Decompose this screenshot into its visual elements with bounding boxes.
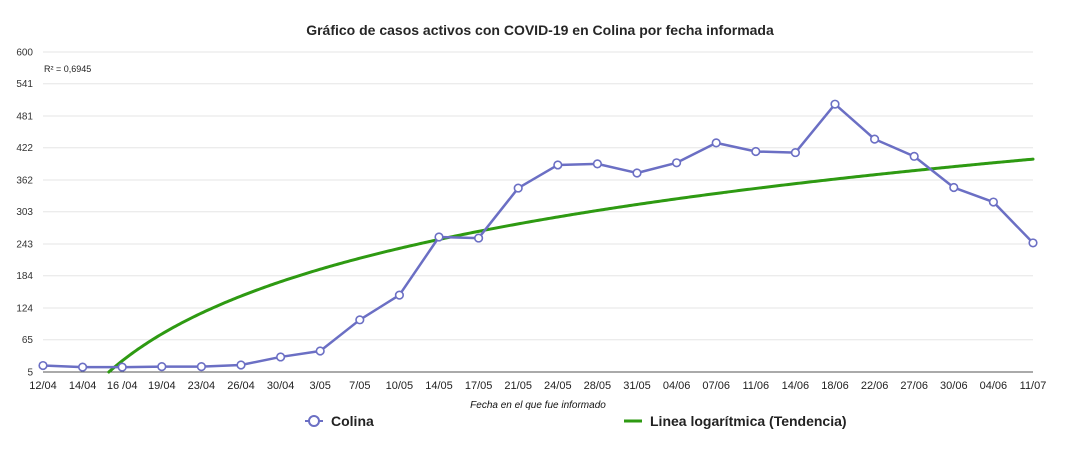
x-tick-label: 04/06 [663, 380, 691, 392]
data-point [632, 168, 642, 178]
data-point [513, 183, 523, 193]
y-tick-label: 362 [16, 176, 33, 187]
x-tick-label: 21/05 [504, 380, 532, 392]
data-point [1028, 238, 1038, 248]
y-tick-label: 5 [27, 368, 33, 379]
x-tick-label: 27/06 [900, 380, 928, 392]
y-tick-label: 184 [16, 271, 33, 282]
gridlines [43, 51, 1033, 373]
trend-series [107, 157, 1035, 374]
data-point [909, 151, 919, 161]
data-point [276, 352, 286, 362]
x-tick-label: 14/05 [425, 380, 453, 392]
x-tick-label: 31/05 [623, 380, 651, 392]
legend: Colina Linea logarítmica (Tendencia) [305, 413, 847, 429]
data-point [592, 159, 603, 169]
colina-series [38, 99, 1038, 372]
x-tick-label: 3/05 [309, 380, 330, 392]
y-axis: 5 65 124 184 243 303 362 422 481 541 600 [16, 48, 33, 379]
data-point [196, 362, 206, 372]
data-point [38, 360, 48, 371]
data-point [77, 362, 88, 372]
trend-line [107, 157, 1035, 374]
data-point [711, 138, 721, 148]
data-point [236, 360, 246, 370]
x-tick-label: 04/06 [980, 380, 1008, 392]
data-point [751, 146, 761, 157]
x-tick-label: 24/05 [544, 380, 572, 392]
y-tick-label: 243 [16, 240, 33, 251]
data-point [671, 158, 682, 168]
x-tick-label: 16 /04 [107, 380, 138, 392]
data-point [315, 346, 325, 356]
x-tick-label: 26/04 [227, 380, 255, 392]
x-tick-label: 19/04 [148, 380, 176, 392]
chart-title: Gráfico de casos activos con COVID-19 en… [306, 22, 774, 38]
data-point [830, 99, 840, 109]
y-tick-label: 481 [16, 112, 33, 123]
x-tick-label: 23/04 [188, 380, 216, 392]
data-point [869, 134, 880, 144]
legend-marker-colina [308, 415, 320, 427]
legend-label-colina: Colina [331, 413, 374, 429]
x-tick-label: 12/04 [29, 380, 57, 392]
x-tick-label: 28/05 [584, 380, 612, 392]
y-tick-label: 600 [16, 48, 33, 59]
x-axis-label: Fecha en el que fue informado [470, 400, 606, 411]
data-point [355, 315, 365, 325]
data-point [790, 147, 801, 158]
x-tick-label: 10/05 [386, 380, 414, 392]
x-tick-label: 07/06 [702, 380, 730, 392]
x-tick-label: 30/04 [267, 380, 295, 392]
y-tick-label: 65 [22, 335, 34, 346]
x-tick-label: 30/06 [940, 380, 968, 392]
x-tick-label: 14/06 [782, 380, 810, 392]
data-point [157, 362, 167, 372]
data-point [434, 232, 444, 242]
x-tick-label: 14/04 [69, 380, 97, 392]
data-point [394, 290, 405, 300]
y-tick-label: 422 [16, 143, 33, 154]
data-point [949, 182, 959, 193]
x-tick-label: 17/05 [465, 380, 493, 392]
x-tick-label: 11/07 [1020, 380, 1047, 392]
y-tick-label: 124 [16, 304, 33, 315]
x-tick-label: 22/06 [861, 380, 889, 392]
legend-item-colina: Colina [305, 413, 374, 429]
x-tick-label: 7/05 [349, 380, 370, 392]
data-point [474, 233, 484, 243]
colina-line [42, 102, 1034, 369]
data-point [988, 197, 999, 207]
legend-label-trend: Linea logarítmica (Tendencia) [650, 413, 847, 429]
r-squared-annotation: R² = 0,6945 [44, 64, 91, 74]
legend-item-trend: Linea logarítmica (Tendencia) [624, 413, 847, 429]
y-tick-label: 303 [16, 207, 33, 218]
y-tick-label: 541 [16, 79, 33, 90]
data-point [553, 160, 563, 170]
x-axis: 12/04 14/04 16 /04 19/04 23/04 26/04 30/04 3/05… [29, 380, 1046, 392]
x-tick-label: 18/06 [821, 380, 849, 392]
data-point [117, 362, 127, 372]
x-tick-label: 11/06 [742, 380, 769, 392]
